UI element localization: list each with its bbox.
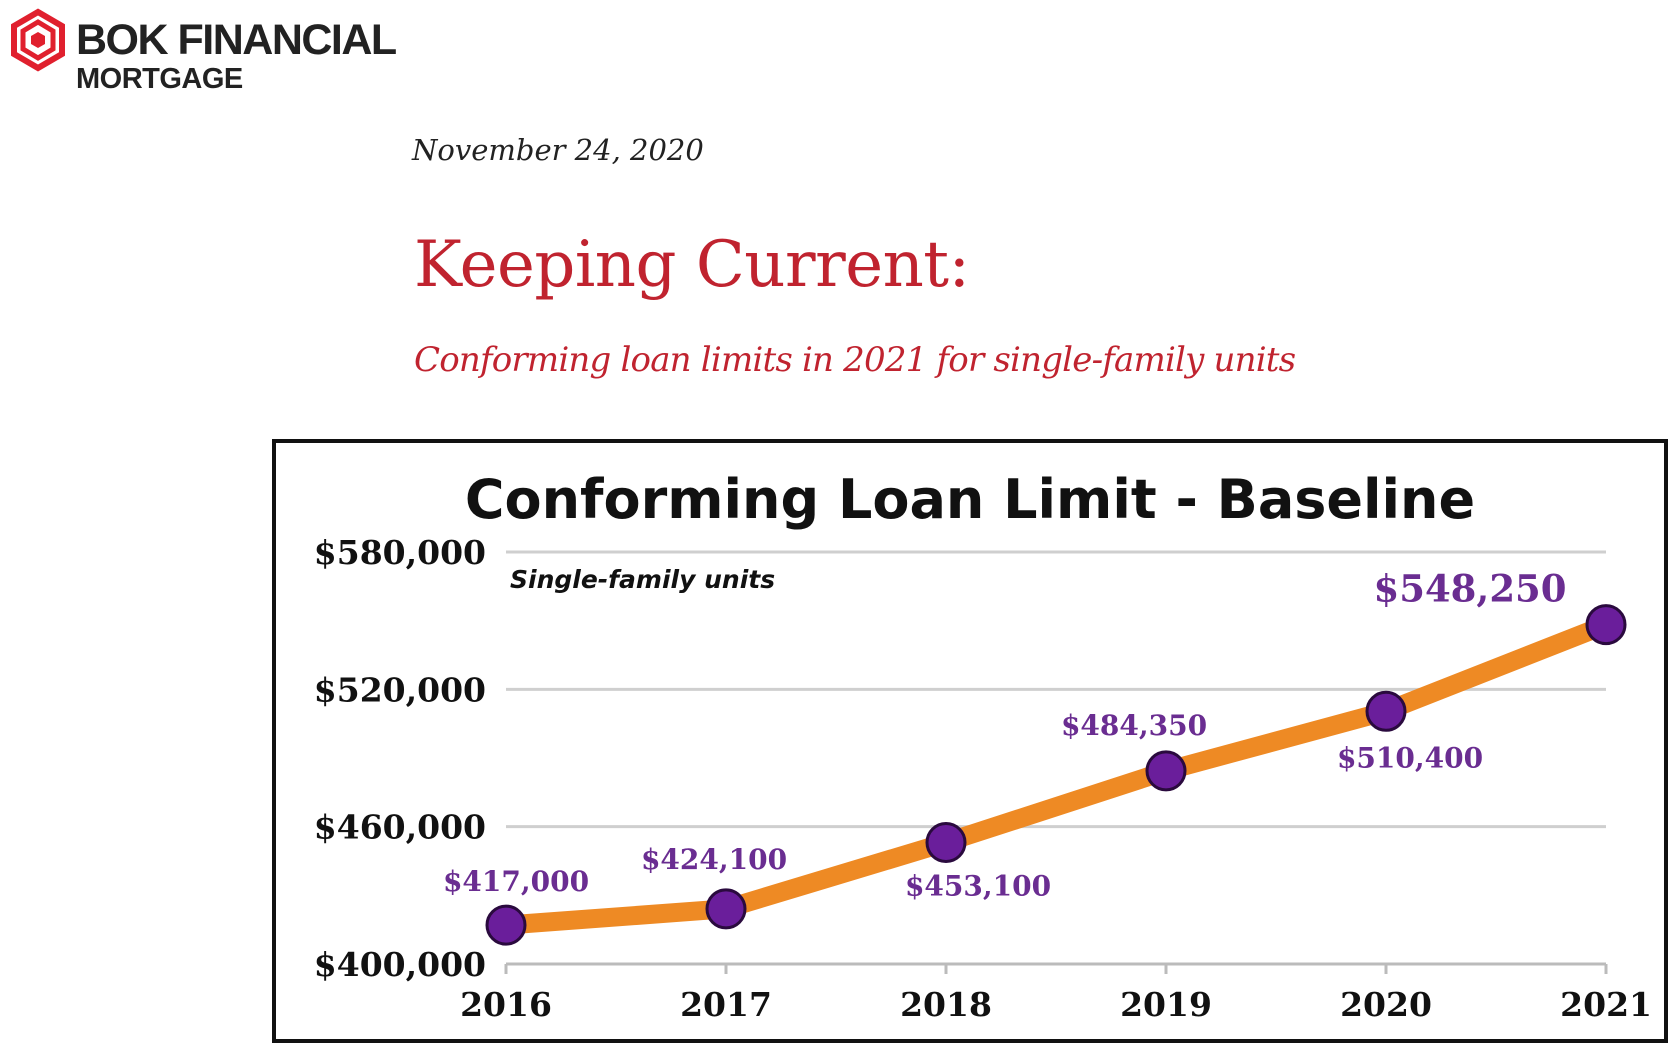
data-label: $484,350	[1061, 709, 1207, 742]
loan-limit-line-chart: $400,000 $460,000 $520,000 $580,000 2016 2017…	[314, 533, 1652, 1024]
chart-frame: Conforming Loan Limit - Baseline $400,00…	[272, 439, 1668, 1043]
y-tick-label: $400,000	[314, 945, 486, 984]
bok-hexagon-logo-icon	[11, 8, 65, 72]
data-point-marker	[1365, 690, 1407, 732]
x-tick-label: 2016	[460, 985, 552, 1024]
chart-annotation: Single-family units	[510, 565, 775, 594]
data-label: $417,000	[443, 865, 589, 898]
page-title: Keeping Current:	[414, 228, 970, 302]
brand-name: BOK FINANCIAL	[76, 16, 397, 64]
brand-logo: BOK FINANCIAL MORTGAGE	[6, 8, 466, 98]
brand-subtitle: MORTGAGE	[76, 63, 243, 95]
x-tick-label: 2021	[1560, 985, 1652, 1024]
data-label: $453,100	[905, 869, 1051, 902]
y-tick-label: $460,000	[314, 808, 486, 847]
data-label: $548,250	[1373, 567, 1566, 611]
x-tick-label: 2018	[900, 985, 992, 1024]
chart-title: Conforming Loan Limit - Baseline	[464, 468, 1476, 531]
y-tick-label: $520,000	[314, 670, 486, 709]
data-label: $424,100	[641, 843, 787, 876]
data-point-marker	[485, 904, 527, 946]
x-tick-label: 2017	[680, 985, 772, 1024]
data-point-marker	[925, 821, 967, 863]
x-tick-label: 2019	[1120, 985, 1212, 1024]
data-point-marker	[705, 888, 747, 930]
series-line	[496, 615, 1616, 935]
data-point-marker	[1145, 750, 1187, 792]
article-date: November 24, 2020	[412, 133, 704, 167]
data-label: $510,400	[1337, 741, 1483, 774]
y-tick-label: $580,000	[314, 533, 486, 572]
x-tick-label: 2020	[1340, 985, 1432, 1024]
page-subtitle: Conforming loan limits in 2021 for singl…	[414, 340, 1296, 380]
data-point-marker	[1585, 604, 1627, 646]
